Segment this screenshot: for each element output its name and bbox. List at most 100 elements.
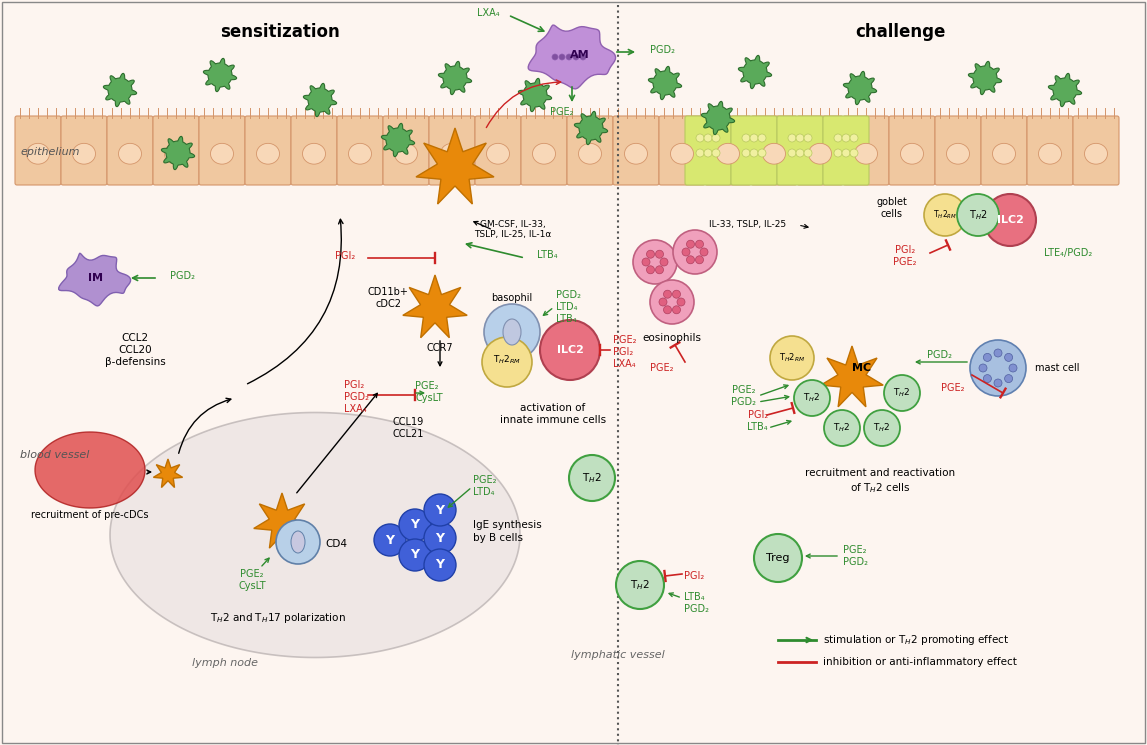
Text: PGE₂: PGE₂: [473, 475, 497, 485]
Text: innate immune cells: innate immune cells: [500, 415, 606, 425]
Text: Y: Y: [436, 531, 445, 545]
Circle shape: [804, 149, 812, 157]
Ellipse shape: [291, 531, 305, 553]
FancyBboxPatch shape: [1027, 116, 1072, 185]
Circle shape: [642, 258, 650, 266]
Circle shape: [672, 305, 680, 314]
Circle shape: [673, 230, 717, 274]
FancyBboxPatch shape: [685, 116, 731, 185]
Text: T$_H$2: T$_H$2: [582, 471, 602, 485]
Ellipse shape: [900, 143, 923, 164]
Circle shape: [552, 54, 557, 60]
Polygon shape: [648, 66, 681, 100]
FancyBboxPatch shape: [1072, 116, 1119, 185]
Ellipse shape: [671, 143, 694, 164]
Polygon shape: [58, 253, 131, 306]
Circle shape: [399, 509, 431, 541]
Polygon shape: [103, 73, 136, 107]
Text: inhibition or anti-inflammatory effect: inhibition or anti-inflammatory effect: [824, 657, 1017, 667]
Text: epithelium: epithelium: [19, 147, 79, 157]
Text: eosinophils: eosinophils: [642, 333, 702, 343]
Circle shape: [482, 337, 532, 387]
Polygon shape: [1048, 73, 1082, 107]
Text: PGI₂: PGI₂: [684, 571, 704, 581]
Polygon shape: [154, 459, 182, 487]
Text: T$_H$2: T$_H$2: [873, 422, 891, 434]
Text: IM: IM: [87, 273, 102, 283]
Circle shape: [742, 134, 750, 142]
Text: PGI₂: PGI₂: [612, 347, 633, 357]
FancyBboxPatch shape: [824, 116, 869, 185]
Ellipse shape: [440, 143, 463, 164]
FancyBboxPatch shape: [612, 116, 660, 185]
Circle shape: [424, 494, 457, 526]
Polygon shape: [110, 413, 520, 658]
Text: Y: Y: [385, 533, 395, 547]
Polygon shape: [843, 72, 876, 104]
Ellipse shape: [1085, 143, 1108, 164]
Text: Y: Y: [436, 504, 445, 516]
Circle shape: [850, 134, 858, 142]
Circle shape: [1009, 364, 1017, 372]
Text: PGD₂: PGD₂: [344, 392, 369, 402]
Text: LTD₄: LTD₄: [473, 487, 494, 497]
Ellipse shape: [532, 143, 555, 164]
FancyBboxPatch shape: [843, 116, 889, 185]
FancyBboxPatch shape: [705, 116, 751, 185]
Circle shape: [970, 340, 1027, 396]
Text: CCL20: CCL20: [118, 345, 151, 355]
Text: IgE synthesis: IgE synthesis: [473, 520, 541, 530]
Text: activation of: activation of: [521, 403, 586, 413]
Circle shape: [276, 520, 320, 564]
Text: T$_H$2$_{RM}$: T$_H$2$_{RM}$: [493, 354, 521, 367]
Text: challenge: challenge: [855, 23, 945, 41]
Polygon shape: [403, 275, 467, 337]
Circle shape: [647, 250, 655, 259]
Circle shape: [695, 256, 703, 264]
Circle shape: [695, 240, 703, 248]
FancyBboxPatch shape: [245, 116, 291, 185]
Circle shape: [700, 248, 708, 256]
Text: recruitment of pre-cDCs: recruitment of pre-cDCs: [31, 510, 149, 520]
Circle shape: [484, 304, 540, 360]
FancyBboxPatch shape: [291, 116, 337, 185]
Text: PGI₂: PGI₂: [344, 380, 365, 390]
Circle shape: [696, 149, 704, 157]
Circle shape: [660, 298, 668, 306]
Circle shape: [983, 353, 991, 361]
Circle shape: [399, 539, 431, 571]
Text: PGI₂: PGI₂: [335, 251, 356, 261]
Text: Treg: Treg: [766, 553, 790, 563]
Circle shape: [565, 54, 572, 60]
Text: CD11b+: CD11b+: [367, 287, 408, 297]
Text: β-defensins: β-defensins: [104, 357, 165, 367]
Circle shape: [750, 149, 758, 157]
Ellipse shape: [211, 143, 234, 164]
Text: LTB₄: LTB₄: [748, 422, 768, 432]
Polygon shape: [416, 128, 494, 204]
Circle shape: [824, 410, 860, 446]
FancyBboxPatch shape: [751, 116, 797, 185]
Text: recruitment and reactivation: recruitment and reactivation: [805, 468, 955, 478]
Text: PGD₂: PGD₂: [170, 271, 195, 281]
Ellipse shape: [486, 143, 509, 164]
Text: cDC2: cDC2: [375, 299, 401, 309]
Text: PGE₂: PGE₂: [240, 569, 264, 579]
FancyBboxPatch shape: [337, 116, 383, 185]
Text: LTB₄: LTB₄: [684, 592, 704, 602]
Circle shape: [424, 549, 457, 581]
Polygon shape: [821, 346, 883, 407]
Circle shape: [540, 320, 600, 380]
Circle shape: [788, 149, 796, 157]
Text: PGE₂: PGE₂: [843, 545, 866, 555]
Text: PGI₂: PGI₂: [895, 245, 915, 255]
FancyBboxPatch shape: [731, 116, 777, 185]
Text: CD4: CD4: [325, 539, 348, 549]
Ellipse shape: [349, 143, 372, 164]
Polygon shape: [968, 61, 1001, 95]
Circle shape: [559, 54, 565, 60]
Text: CCL21: CCL21: [392, 429, 423, 439]
Text: ILC2: ILC2: [556, 345, 584, 355]
Circle shape: [1005, 375, 1013, 383]
Circle shape: [980, 364, 988, 372]
